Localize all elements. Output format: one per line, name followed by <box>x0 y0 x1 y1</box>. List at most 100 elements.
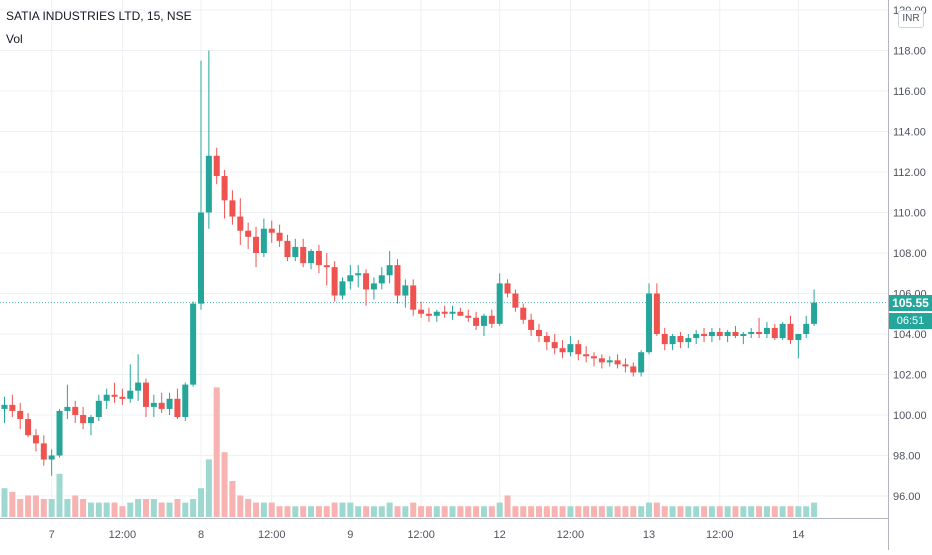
volume-bar <box>48 499 55 517</box>
volume-bar <box>174 499 181 517</box>
volume-bar <box>166 502 173 517</box>
candle-body <box>150 402 157 407</box>
volume-bar <box>638 506 645 517</box>
candle-body <box>803 323 810 334</box>
candle-body <box>740 334 747 337</box>
volume-bar <box>276 506 283 517</box>
volume-bar <box>308 506 315 517</box>
candle-body <box>229 200 236 217</box>
candle-body <box>480 315 487 326</box>
volume-bar <box>370 506 377 517</box>
volume-bar <box>551 506 558 517</box>
candle-body <box>567 344 574 353</box>
volume-bar <box>410 502 417 517</box>
candle-body <box>198 212 204 304</box>
volume-bar <box>182 502 189 517</box>
candle-body <box>158 402 165 409</box>
candle-body <box>653 293 660 334</box>
candle-body <box>425 313 432 316</box>
candle-body <box>260 228 267 253</box>
volume-bar <box>669 506 676 517</box>
candle-body <box>606 360 613 363</box>
volume-bar <box>701 506 708 517</box>
candle-body <box>771 327 778 339</box>
candle-body <box>669 336 676 345</box>
candle-body <box>630 366 637 373</box>
y-tick-label: 102.00 <box>893 370 927 382</box>
volume-bar <box>779 506 786 517</box>
candle-body <box>646 293 653 353</box>
volume-bar <box>142 499 149 517</box>
volume-bar <box>433 506 440 517</box>
volume-bar <box>323 506 330 517</box>
candle-body <box>182 384 189 418</box>
candle-body <box>591 356 597 359</box>
volume-bar <box>315 506 322 517</box>
candle-body <box>253 236 260 253</box>
candle-body <box>756 331 763 334</box>
candle-body <box>64 406 71 411</box>
candle-body <box>528 319 535 330</box>
volume-bar <box>598 506 605 517</box>
volume-bar <box>763 506 770 517</box>
candle-body <box>575 344 582 355</box>
volume-bar <box>528 506 535 517</box>
candle-body <box>449 311 456 314</box>
candle-body <box>205 155 212 213</box>
currency-button[interactable]: INR <box>898 10 924 28</box>
volume-bar <box>95 502 102 517</box>
volume-bar <box>449 506 456 517</box>
candle-body <box>496 283 503 324</box>
candle-body <box>598 358 605 363</box>
candle-body <box>87 417 94 424</box>
volume-bar <box>606 506 613 517</box>
candle-body <box>363 273 370 290</box>
volume-bar <box>716 506 723 517</box>
candle-body <box>488 315 495 324</box>
volume-bar <box>331 502 338 517</box>
candle-body <box>127 390 134 399</box>
candle-body <box>245 230 252 237</box>
candle-body <box>418 309 425 314</box>
volume-bar <box>748 506 755 517</box>
volume-bar <box>559 506 566 517</box>
grid-layer <box>0 0 888 518</box>
candle-body <box>1 404 8 409</box>
volume-bar <box>693 506 700 517</box>
volume-bar <box>111 502 118 517</box>
candle-body <box>119 396 126 399</box>
candle-body <box>370 283 377 290</box>
volume-bar <box>630 506 637 517</box>
candle-body <box>724 331 731 337</box>
candle-body <box>716 331 723 337</box>
bar-countdown-label: 06:51 <box>889 313 932 329</box>
volume-bar <box>198 488 204 517</box>
candle-body <box>441 311 448 314</box>
y-tick-label: 104.00 <box>893 329 927 341</box>
volume-bar <box>363 506 370 517</box>
y-tick-label: 108.00 <box>893 248 927 260</box>
volume-bar <box>339 502 346 517</box>
candle-body <box>300 246 307 264</box>
candle-body <box>347 275 354 282</box>
candle-body <box>551 342 558 349</box>
volume-bar <box>653 502 660 517</box>
candle-body <box>583 354 590 357</box>
volume-bar <box>213 387 220 517</box>
candle-body <box>543 336 550 343</box>
volume-bar <box>535 506 542 517</box>
volume-bar <box>520 506 527 517</box>
candle-body <box>661 334 668 345</box>
x-tick-label: 12:00 <box>706 529 734 541</box>
candle-body <box>323 265 330 268</box>
volume-bar <box>724 506 731 517</box>
volume-bar <box>677 506 684 517</box>
volume-bar <box>17 499 24 517</box>
candle-body <box>394 265 401 296</box>
volume-bar <box>795 506 802 517</box>
candle-body <box>95 400 102 418</box>
volume-bar <box>355 506 362 517</box>
